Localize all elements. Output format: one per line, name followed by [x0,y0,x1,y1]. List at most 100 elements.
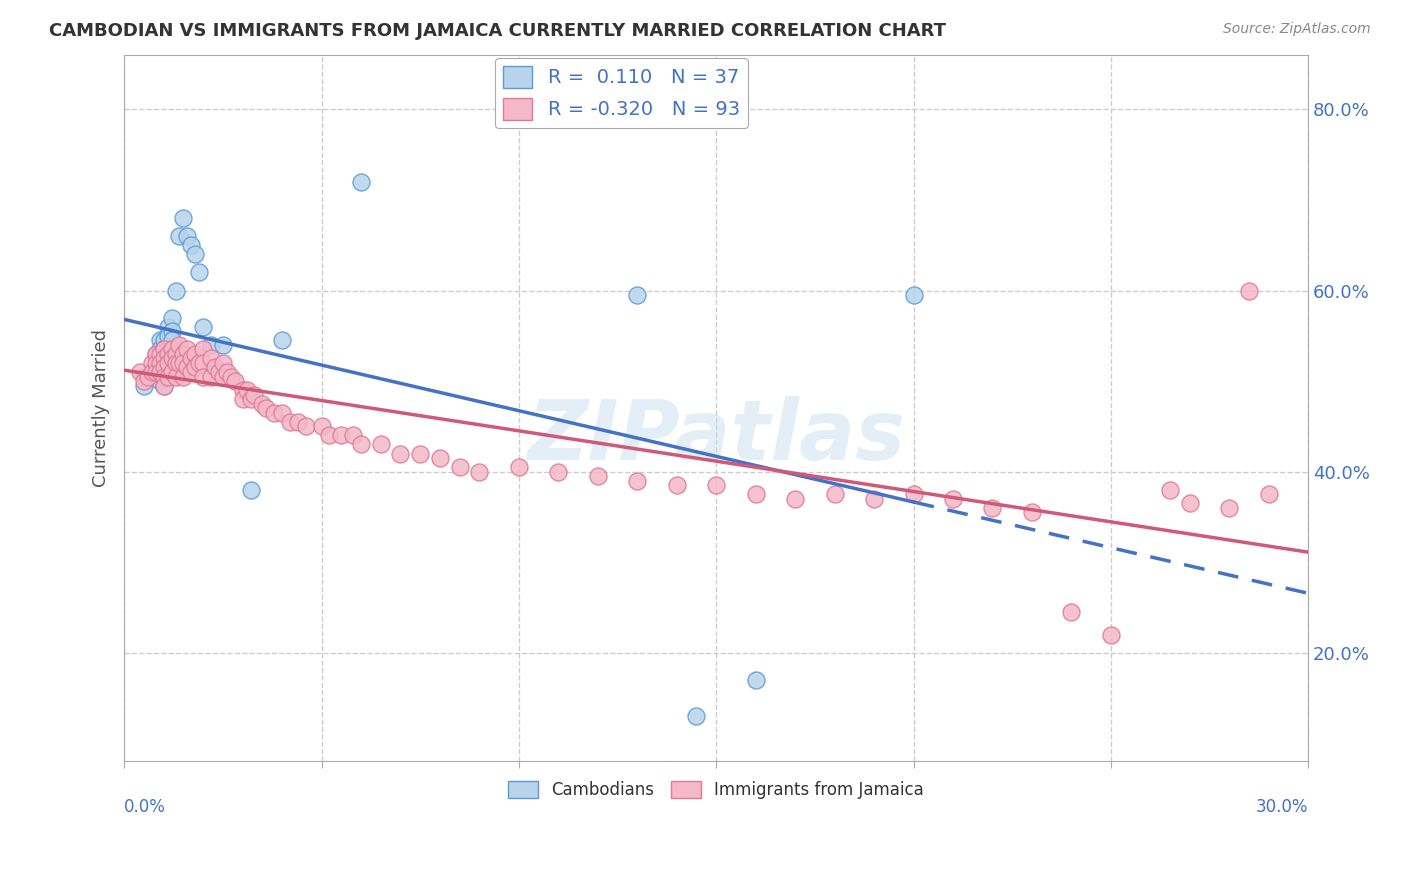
Point [156,347,179,361]
Point [188,356,211,370]
Point [224,374,246,388]
Point [141,356,163,370]
Point [903,288,925,302]
Point [152,369,174,384]
Point [136,369,159,384]
Point [626,288,648,302]
Point [184,347,207,361]
Point [350,437,373,451]
Point [152,378,174,392]
Point [191,369,214,384]
Point [1237,284,1260,298]
Point [184,360,207,375]
Point [176,343,198,357]
Point [160,343,183,357]
Point [1257,487,1279,501]
Point [152,378,174,392]
Point [200,351,222,366]
Point [180,238,202,252]
Point [626,474,648,488]
Point [239,392,262,407]
Point [1159,483,1181,497]
Point [204,360,226,375]
Point [311,419,333,434]
Point [508,460,530,475]
Point [389,446,412,460]
Point [191,319,214,334]
Point [215,365,238,379]
Point [169,356,191,370]
Point [132,369,155,384]
Point [294,419,316,434]
Point [188,265,211,279]
Point [232,383,254,397]
Point [149,347,172,361]
Point [263,406,285,420]
Point [152,334,174,348]
Point [200,338,222,352]
Point [176,229,198,244]
Point [149,334,172,348]
Point [200,369,222,384]
Point [547,465,569,479]
Point [278,415,301,429]
Point [903,487,925,501]
Point [160,351,183,366]
Point [156,319,179,334]
Point [330,428,353,442]
Point [152,365,174,379]
Point [429,450,451,465]
Point [468,465,491,479]
Point [219,369,242,384]
Point [165,356,187,370]
Point [152,343,174,357]
Point [129,365,152,379]
Point [145,347,167,361]
Point [152,351,174,366]
Point [350,175,373,189]
Point [1099,627,1122,641]
Point [232,392,254,407]
Point [172,347,194,361]
Text: CAMBODIAN VS IMMIGRANTS FROM JAMAICA CURRENTLY MARRIED CORRELATION CHART: CAMBODIAN VS IMMIGRANTS FROM JAMAICA CUR… [49,22,946,40]
Text: Source: ZipAtlas.com: Source: ZipAtlas.com [1223,22,1371,37]
Point [239,483,262,497]
Point [132,378,155,392]
Point [132,374,155,388]
Point [212,338,235,352]
Point [156,356,179,370]
Point [145,356,167,370]
Point [149,356,172,370]
Point [180,365,202,379]
Point [287,415,309,429]
Point [165,284,187,298]
Point [665,478,688,492]
Point [149,365,172,379]
Point [160,324,183,338]
Point [152,343,174,357]
Point [184,247,207,261]
Point [863,491,886,506]
Point [191,343,214,357]
Point [318,428,340,442]
Point [152,360,174,375]
Point [208,365,231,379]
Point [342,428,364,442]
Point [145,360,167,375]
Point [704,478,727,492]
Point [172,356,194,370]
Point [1178,496,1201,510]
Point [1021,505,1043,519]
Point [370,437,392,451]
Point [685,709,707,723]
Point [586,469,609,483]
Point [172,211,194,226]
Point [942,491,965,506]
Point [141,365,163,379]
Text: 0.0%: 0.0% [124,797,166,815]
Point [1060,605,1083,619]
Legend: Cambodians, Immigrants from Jamaica: Cambodians, Immigrants from Jamaica [502,774,931,806]
Text: 30.0%: 30.0% [1256,797,1308,815]
Point [156,328,179,343]
Point [409,446,432,460]
